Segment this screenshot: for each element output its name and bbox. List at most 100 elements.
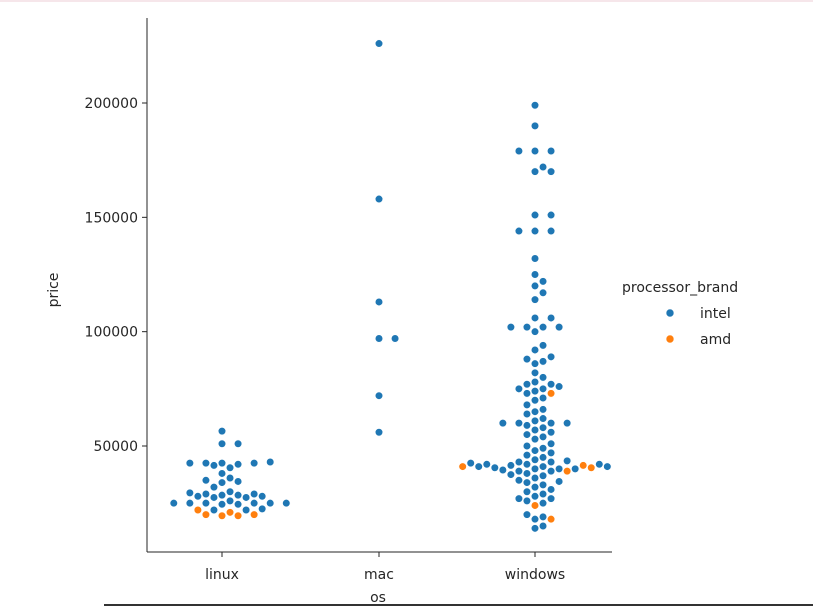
data-point-intel bbox=[522, 400, 532, 409]
data-point-intel bbox=[538, 489, 548, 499]
data-points bbox=[169, 39, 612, 533]
data-point-intel bbox=[530, 146, 540, 156]
data-point-intel bbox=[538, 384, 548, 393]
data-point-amd bbox=[563, 467, 572, 476]
y-axis-label: price bbox=[46, 273, 62, 308]
data-point-intel bbox=[522, 496, 532, 505]
y-tick-label: 50000 bbox=[93, 439, 138, 455]
data-point-intel bbox=[201, 459, 211, 468]
data-point-intel bbox=[233, 477, 243, 486]
data-point-intel bbox=[538, 288, 548, 297]
data-point-intel bbox=[555, 382, 564, 391]
data-point-intel bbox=[546, 146, 556, 156]
data-point-intel bbox=[522, 451, 532, 460]
data-point-intel bbox=[555, 464, 564, 473]
data-point-intel bbox=[571, 464, 580, 473]
data-point-intel bbox=[522, 478, 532, 487]
data-point-amd bbox=[546, 389, 556, 398]
data-point-intel bbox=[374, 428, 384, 437]
data-point-intel bbox=[530, 359, 540, 368]
data-point-intel bbox=[530, 313, 540, 323]
data-point-intel bbox=[530, 455, 540, 464]
data-point-intel bbox=[546, 457, 556, 467]
data-point-intel bbox=[233, 500, 243, 509]
data-point-intel bbox=[538, 462, 548, 471]
data-point-intel bbox=[538, 423, 548, 432]
data-point-intel bbox=[546, 485, 556, 494]
data-point-intel bbox=[242, 493, 251, 502]
data-point-intel bbox=[546, 352, 556, 361]
data-point-intel bbox=[522, 355, 532, 364]
data-point-intel bbox=[530, 377, 540, 387]
data-point-intel bbox=[522, 380, 532, 389]
data-point-intel bbox=[514, 146, 524, 156]
data-point-intel bbox=[530, 407, 540, 416]
data-point-amd bbox=[458, 462, 467, 471]
data-point-intel bbox=[530, 473, 540, 483]
data-point-intel bbox=[514, 457, 524, 467]
data-point-intel bbox=[530, 270, 540, 279]
data-point-intel bbox=[482, 460, 491, 469]
data-point-intel bbox=[209, 461, 219, 470]
data-point-intel bbox=[514, 467, 524, 476]
data-point-intel bbox=[374, 334, 384, 343]
data-point-intel bbox=[225, 473, 235, 483]
data-point-intel bbox=[233, 491, 243, 500]
data-point-intel bbox=[603, 462, 612, 471]
data-point-intel bbox=[538, 393, 548, 403]
data-point-intel bbox=[374, 194, 384, 204]
data-point-intel bbox=[530, 464, 540, 473]
data-point-intel bbox=[225, 496, 235, 505]
data-point-intel bbox=[538, 453, 548, 462]
data-point-intel bbox=[201, 489, 211, 499]
data-point-intel bbox=[258, 492, 267, 501]
data-point-intel bbox=[233, 460, 243, 469]
x-tick-label-mac: mac bbox=[364, 567, 394, 583]
data-point-intel bbox=[563, 456, 572, 465]
data-point-intel bbox=[498, 465, 507, 475]
data-point-intel bbox=[522, 487, 532, 496]
data-point-intel bbox=[522, 322, 532, 332]
data-point-amd bbox=[250, 510, 259, 519]
data-point-intel bbox=[225, 487, 235, 496]
data-point-intel bbox=[209, 505, 219, 515]
data-point-intel bbox=[522, 430, 532, 439]
data-point-intel bbox=[538, 341, 548, 350]
data-point-amd bbox=[530, 501, 540, 510]
data-point-intel bbox=[555, 477, 564, 486]
data-point-intel bbox=[538, 277, 548, 286]
data-point-intel bbox=[250, 489, 259, 499]
data-point-intel bbox=[233, 439, 243, 448]
data-point-amd bbox=[587, 463, 596, 472]
data-point-intel bbox=[546, 448, 556, 457]
data-point-amd bbox=[217, 511, 227, 520]
data-point-intel bbox=[530, 425, 540, 435]
data-point-intel bbox=[498, 419, 507, 428]
data-point-intel bbox=[546, 419, 556, 428]
data-point-intel bbox=[282, 499, 291, 508]
data-point-intel bbox=[546, 428, 556, 437]
data-point-intel bbox=[217, 491, 227, 500]
data-point-intel bbox=[530, 524, 540, 533]
data-point-intel bbox=[522, 469, 532, 478]
data-point-intel bbox=[538, 512, 548, 521]
data-point-intel bbox=[530, 368, 540, 377]
data-point-intel bbox=[514, 419, 524, 428]
data-point-amd bbox=[546, 515, 556, 524]
data-point-intel bbox=[522, 409, 532, 419]
data-point-intel bbox=[522, 421, 532, 430]
y-tick-label: 150000 bbox=[85, 210, 138, 226]
y-tick-label: 200000 bbox=[85, 96, 138, 112]
data-point-amd bbox=[193, 505, 202, 515]
data-point-intel bbox=[538, 162, 548, 172]
data-point-intel bbox=[474, 462, 483, 471]
data-point-intel bbox=[538, 471, 548, 480]
top-divider bbox=[0, 0, 813, 2]
data-point-intel bbox=[595, 460, 604, 469]
data-point-intel bbox=[193, 492, 202, 501]
data-point-intel bbox=[546, 467, 556, 476]
data-point-intel bbox=[185, 488, 194, 497]
data-point-intel bbox=[514, 384, 524, 393]
data-point-intel bbox=[185, 499, 194, 508]
